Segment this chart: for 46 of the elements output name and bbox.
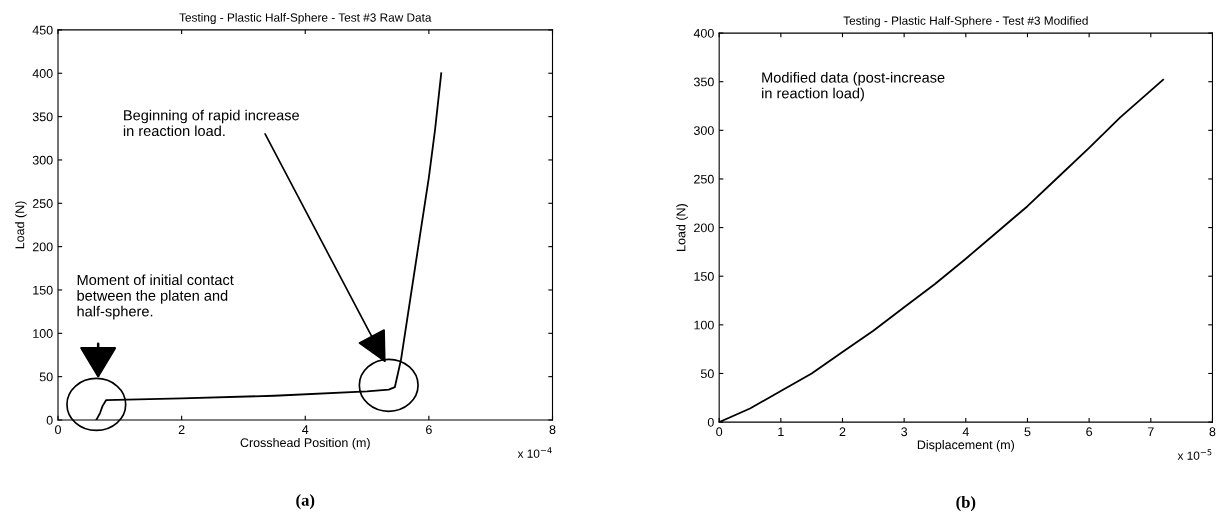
y-tick-label: 100 bbox=[33, 329, 53, 338]
x-axis-title: Crosshead Position (m) bbox=[240, 437, 370, 450]
y-tick-label: 150 bbox=[33, 285, 53, 295]
text: (a) bbox=[296, 494, 315, 510]
y-tick-label: 150 bbox=[694, 272, 714, 281]
x-tick-label: 6 bbox=[1086, 427, 1093, 437]
x-tick-label: 7 bbox=[1147, 427, 1154, 437]
x-tick-label: 0 bbox=[55, 425, 61, 435]
chart-title: Testing - Plastic Half-Sphere - Test #3 Modified bbox=[843, 16, 1088, 28]
y-axis-title: Load (N) bbox=[15, 201, 27, 249]
x-tick-label: 1 bbox=[778, 427, 784, 437]
y-tick-label: 200 bbox=[32, 242, 53, 252]
x-tick-label: 3 bbox=[901, 427, 908, 437]
annotation: Modified data (post-increase in reaction load) bbox=[762, 71, 945, 102]
y-tick-label: 350 bbox=[693, 77, 714, 87]
y-tick-label: 50 bbox=[39, 372, 53, 382]
x-tick-label: 8 bbox=[549, 425, 556, 435]
y-tick-label: 100 bbox=[694, 320, 714, 330]
x-axis-title: Displacement (m) bbox=[917, 440, 1015, 452]
x-tick-label: 4 bbox=[302, 425, 309, 434]
x-tick-label: 6 bbox=[426, 425, 432, 435]
y-tick-label: 450 bbox=[32, 25, 53, 35]
y-tick-label: 0 bbox=[707, 417, 714, 427]
x-tick-label: 0 bbox=[716, 427, 723, 437]
x-tick-label: 2 bbox=[178, 425, 185, 434]
text: x 10$^{−5}$ bbox=[1177, 449, 1212, 460]
y-tick-label: 250 bbox=[32, 199, 53, 208]
chart-title: Testing - Plastic Half-Sphere - Test #3 Raw Data bbox=[179, 13, 432, 25]
y-tick-label: 300 bbox=[32, 155, 53, 165]
y-tick-label: 200 bbox=[694, 223, 714, 233]
text: x 10$^{−4}$ bbox=[517, 447, 552, 458]
text: (b) bbox=[956, 496, 976, 512]
y-tick-label: 50 bbox=[700, 369, 714, 379]
y-tick-label: 250 bbox=[694, 174, 714, 184]
y-tick-label: 0 bbox=[46, 415, 53, 425]
x-tick-label: 2 bbox=[839, 427, 846, 437]
x-tick-label: 5 bbox=[1024, 427, 1031, 437]
x-tick-label: 8 bbox=[1209, 427, 1216, 437]
annotation: Beginning of rapid increase in reaction load. bbox=[123, 109, 299, 137]
y-tick-label: 400 bbox=[693, 28, 714, 38]
x-tick-label: 4 bbox=[962, 427, 969, 437]
y-tick-label: 400 bbox=[32, 69, 53, 78]
y-axis-title: Load (N) bbox=[676, 204, 688, 251]
y-tick-label: 300 bbox=[693, 126, 714, 135]
y-tick-label: 350 bbox=[32, 112, 53, 122]
annotation: Moment of initial contact between the platen and half-sphere. bbox=[77, 274, 234, 320]
